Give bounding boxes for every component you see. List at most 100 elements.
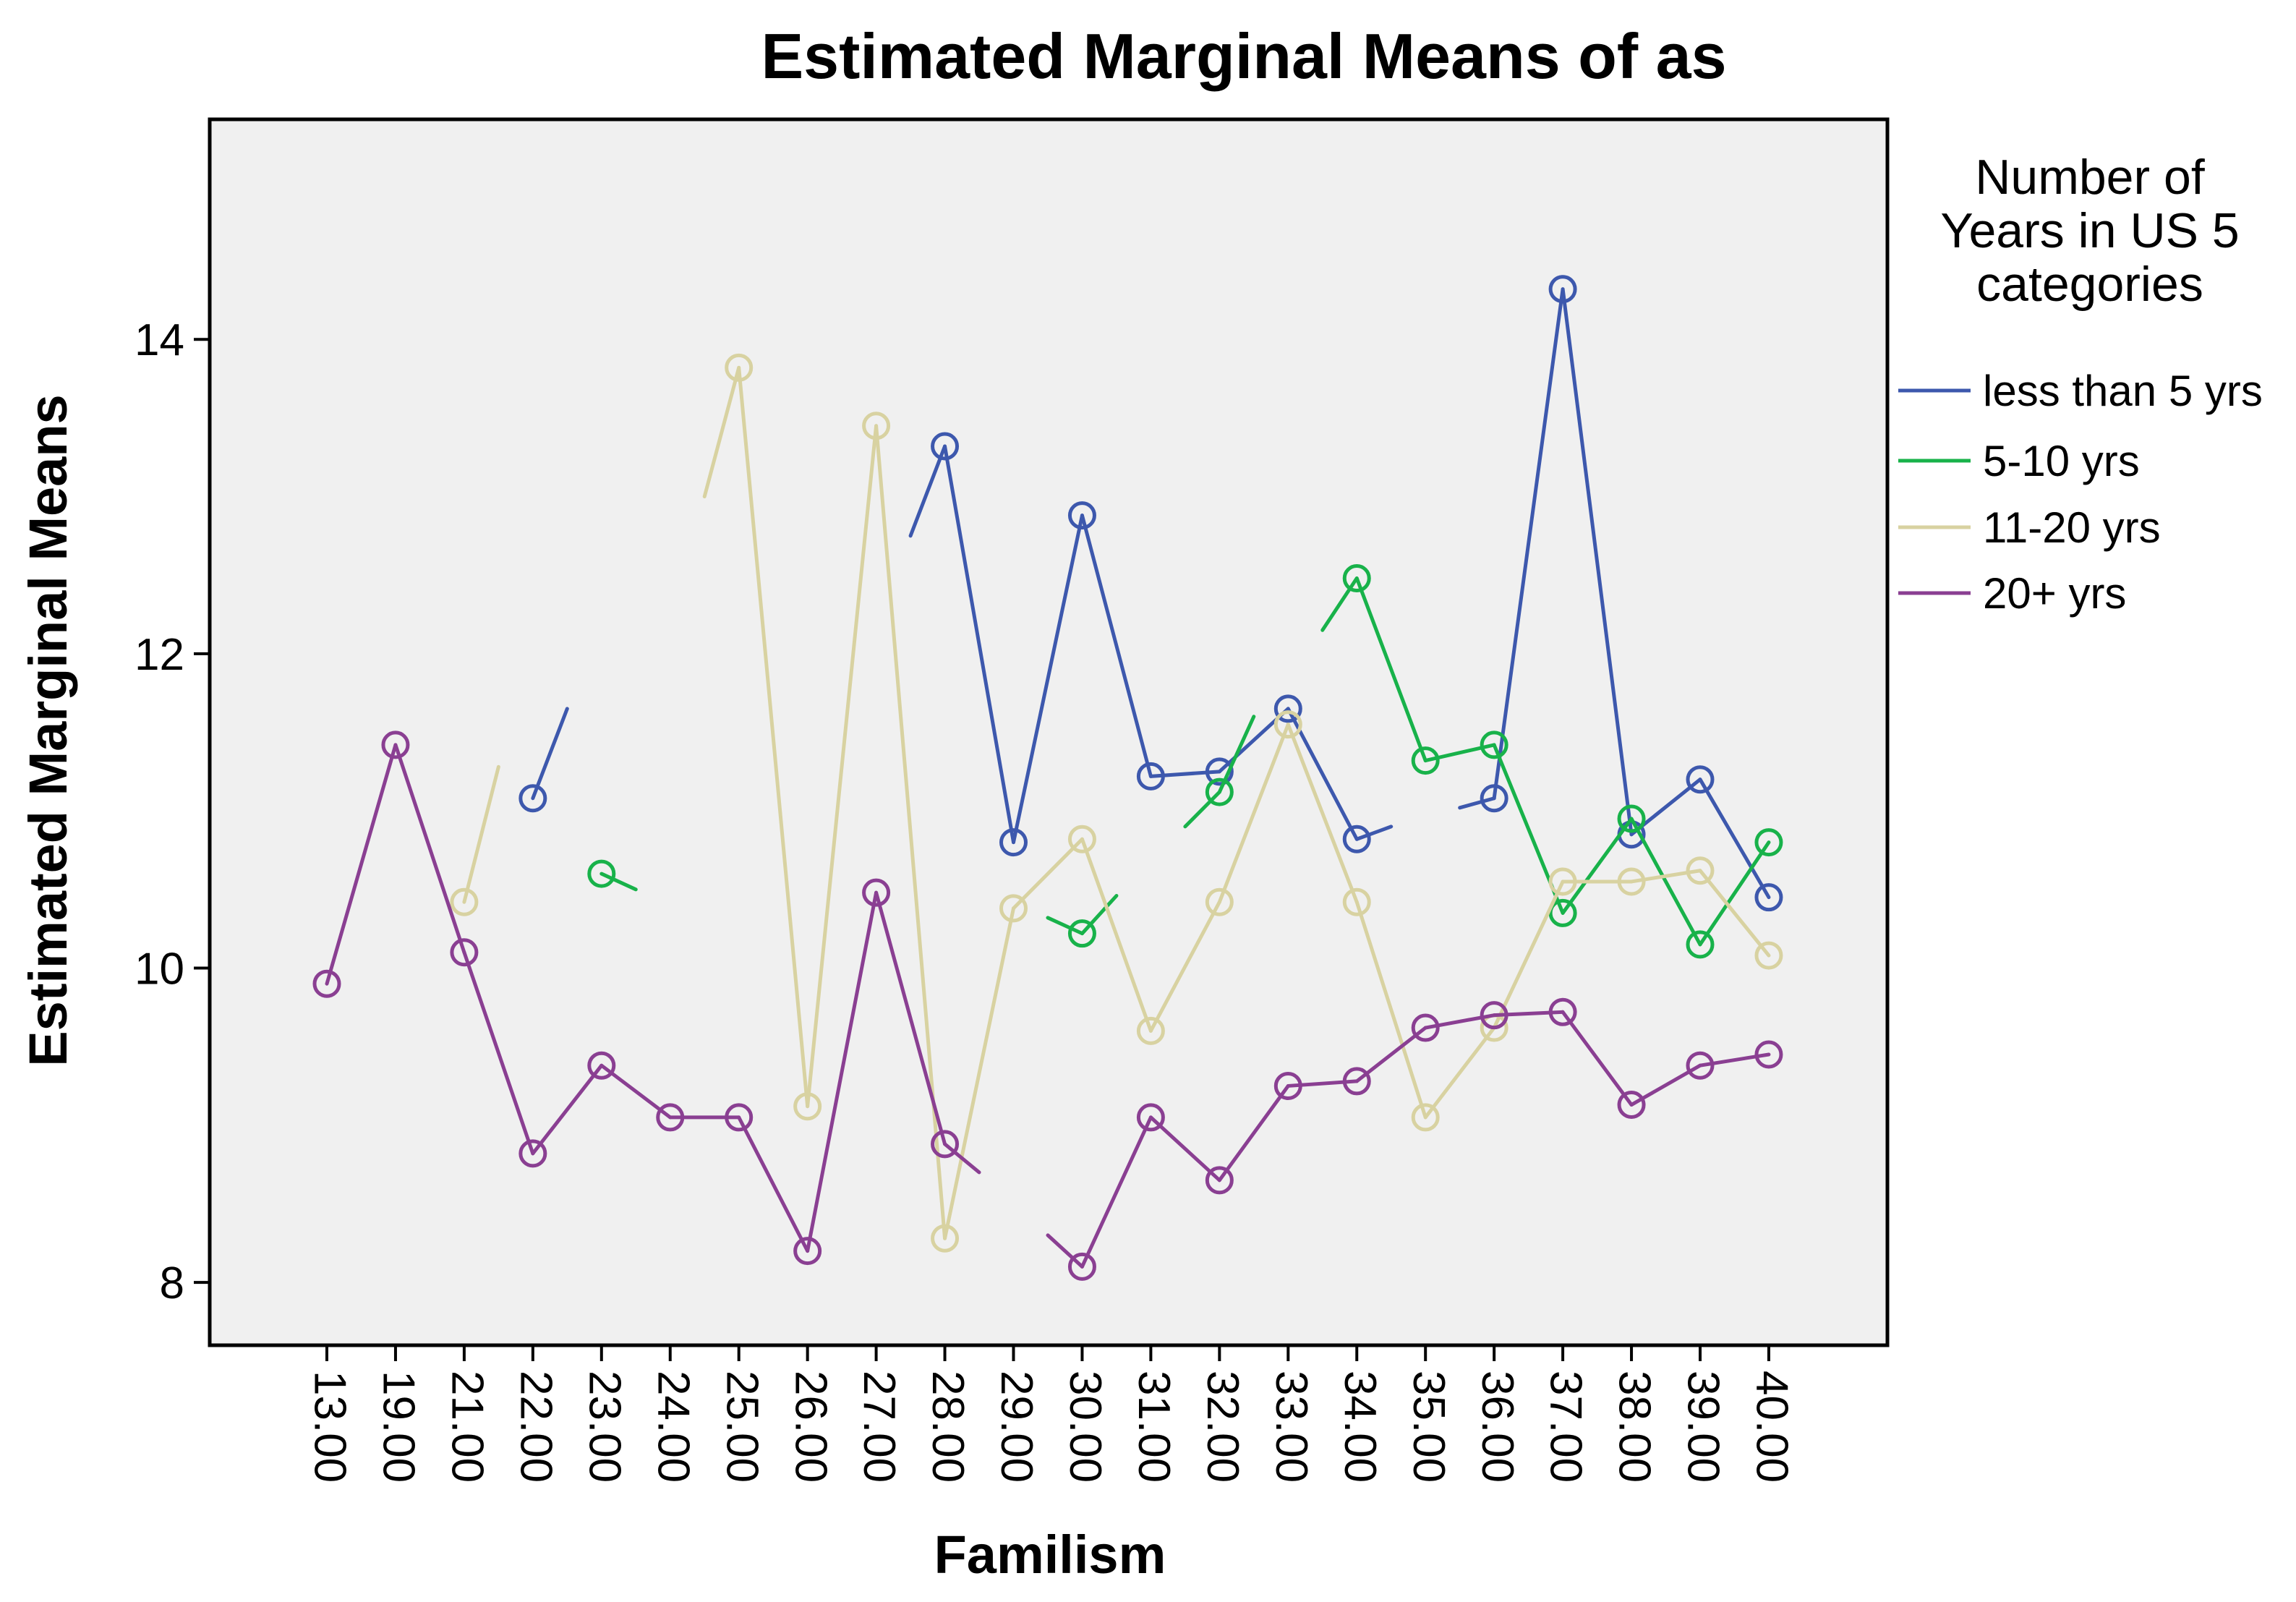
data-point [1754,1040,1783,1069]
y-tick-label: 14 [135,315,184,365]
data-point [518,784,547,813]
series-line-segment [1286,723,1359,904]
legend-title-line: categories [1976,257,2203,312]
x-tick-label: 13.00 [305,1371,355,1483]
series-line-segment [531,1063,604,1156]
x-tick-label: 30.00 [1060,1371,1110,1483]
series-line-stub [462,764,500,904]
data-point [1548,867,1577,896]
data-point [1067,1252,1096,1281]
chart-title: Estimated Marginal Means of as [761,20,1726,92]
x-tick-label: 33.00 [1266,1371,1316,1483]
data-point [1686,856,1715,885]
series-line-segment [1217,1083,1290,1183]
x-tick-label: 27.00 [854,1371,904,1483]
series-line-segment [1698,777,1771,900]
series-line-segment [943,906,1015,1240]
series-line-segment [393,743,466,955]
series-line-stub [1080,894,1119,936]
data-point [450,887,479,916]
legend-label: less than 5 yrs [1983,367,2263,415]
series-line-stub [531,707,569,801]
series-line-stub [1320,576,1359,632]
data-point [312,969,341,998]
data-point [587,859,616,888]
x-tick-label: 35.00 [1404,1371,1454,1483]
series-line-stub [1458,796,1496,810]
data-point [1205,757,1234,786]
y-tick-label: 12 [135,630,184,680]
x-tick-label: 37.00 [1541,1371,1591,1483]
series-line-segment [1080,837,1153,1033]
data-point [518,1139,547,1168]
data-point [1617,1091,1646,1120]
series-line-segment [1354,900,1427,1120]
series-line-segment [1698,840,1771,947]
series-line-segment [1492,287,1565,801]
data-point [1754,941,1783,970]
data-point [1342,825,1371,853]
series-line-segment [1354,576,1427,763]
series-line-segment [1698,869,1771,958]
legend-label: 20+ yrs [1983,569,2126,618]
plot-area [208,117,1890,1347]
data-point [1686,930,1715,959]
data-point [1686,765,1715,794]
data-point [1480,730,1508,759]
x-tick-label: 38.00 [1610,1371,1660,1483]
series-line-segment [1148,1115,1221,1183]
data-point [1411,1013,1440,1042]
series-3 [312,730,1783,1281]
x-tick-label: 34.00 [1335,1371,1385,1483]
series-line-stub [1046,1233,1084,1269]
series-line-segment [806,424,879,1109]
data-point [1411,1103,1440,1132]
data-point [999,894,1028,923]
series-line-segment [943,444,1015,845]
data-point [1686,1051,1715,1080]
data-point [1342,564,1371,593]
series-line-segment [1080,514,1153,778]
data-point [1754,883,1783,912]
x-tick-label: 39.00 [1678,1371,1728,1483]
series-line-segment [1012,514,1084,845]
series-line-stub [1183,790,1221,829]
data-point [793,1237,822,1266]
data-point [1480,1001,1508,1030]
series-line-segment [325,743,398,986]
data-point [656,1103,685,1132]
data-point [1273,1071,1302,1100]
data-point [1548,997,1577,1026]
series-line-stub [1354,825,1394,841]
x-tick-label: 28.00 [923,1371,973,1483]
data-point [1342,1067,1371,1096]
data-point [1067,919,1096,948]
series-line-segment [462,950,535,1156]
series-line-segment [806,890,879,1253]
data-point [450,938,479,967]
series-line-segment [737,1115,810,1253]
x-tick-label: 31.00 [1129,1371,1179,1483]
series-line-segment [599,1063,673,1120]
data-point [1480,784,1508,813]
data-point [1136,1103,1165,1132]
x-tick-label: 19.00 [374,1371,424,1483]
data-point [793,1092,822,1121]
series-line-stub [599,872,638,892]
series-line-segment [1561,817,1634,915]
data-point [587,1051,616,1080]
series-group [312,275,1783,1281]
data-point [1617,867,1646,896]
series-line-segment [1012,837,1084,911]
series-line-segment [1561,1010,1634,1107]
data-point [999,828,1028,857]
data-point [725,353,754,382]
series-line-segment [1148,900,1221,1033]
legend-title-line: Years in US 5 [1940,203,2239,258]
y-tick-label: 8 [160,1258,184,1308]
data-point [1205,1166,1234,1195]
data-point [862,878,891,907]
legend-label: 5-10 yrs [1983,437,2140,485]
series-line-segment [1354,1026,1427,1083]
data-point [1136,1016,1165,1045]
